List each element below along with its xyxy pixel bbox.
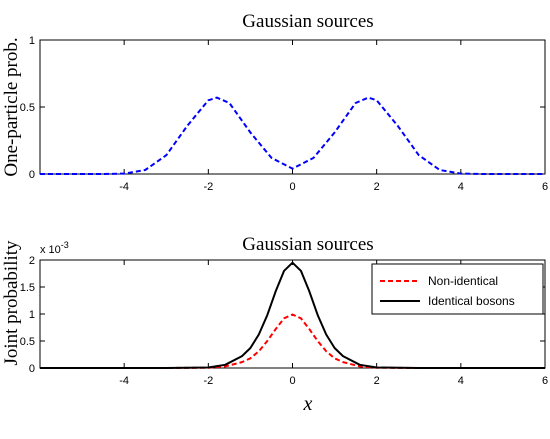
bottom-chart-x-tick-label: 6 — [542, 375, 548, 387]
bottom-chart-panel: Gaussian sources Joint probability x 10-… — [1, 234, 548, 415]
bottom-chart-x-tick-label: 2 — [374, 375, 380, 387]
bottom-chart-ticks: -4 -2 0 2 4 6 0 0.5 1 1.5 2 — [20, 255, 548, 387]
top-chart-y-tick-label: 1 — [29, 35, 35, 47]
bottom-chart-exponent-power: -3 — [61, 240, 69, 250]
bottom-chart-y-tick-label: 1.5 — [20, 282, 35, 294]
top-chart-title: Gaussian sources — [242, 11, 373, 32]
top-chart-x-tick-label: 4 — [458, 181, 464, 193]
bottom-chart-y-tick-label: 0 — [29, 363, 35, 375]
legend-label-non-identical: Non-identical — [428, 274, 498, 288]
top-chart-x-tick-label: -2 — [203, 181, 213, 193]
top-chart-x-tick-label: 6 — [542, 181, 548, 193]
top-chart-series-line-0 — [40, 96, 545, 175]
bottom-chart-title: Gaussian sources — [242, 234, 373, 255]
bottom-chart-exponent-label: x 10-3 — [40, 240, 69, 256]
bottom-chart-x-tick-label: -4 — [119, 375, 129, 387]
top-chart-y-tick-label: 0 — [29, 169, 35, 181]
legend-label-identical-bosons: Identical bosons — [428, 294, 515, 308]
bottom-chart-x-tick-label: 4 — [458, 375, 464, 387]
top-chart-x-tick-label: -4 — [119, 181, 129, 193]
bottom-chart-y-axis-label: Joint probability — [1, 240, 22, 366]
bottom-chart-legend: Non-identical Identical bosons — [371, 263, 544, 315]
top-chart-y-axis-label: One-particle prob. — [1, 37, 22, 176]
top-chart-x-tick-label: 0 — [289, 181, 295, 193]
top-chart-x-tick-label: 2 — [374, 181, 380, 193]
legend-box — [371, 263, 544, 315]
top-chart-series — [40, 96, 545, 175]
bottom-chart-x-tick-label: -2 — [203, 375, 213, 387]
bottom-chart-series-line-1 — [40, 261, 545, 369]
bottom-chart-series-line-0 — [40, 313, 545, 369]
top-chart-y-tick-label: 0.5 — [20, 102, 35, 114]
bottom-chart-y-tick-label: 1 — [29, 309, 35, 321]
bottom-chart-y-tick-label: 0.5 — [20, 336, 35, 348]
bottom-chart-x-axis-label: x — [303, 393, 313, 415]
bottom-chart-x-tick-label: 0 — [289, 375, 295, 387]
top-chart-panel: Gaussian sources One-particle prob. -4 -2… — [1, 11, 548, 193]
bottom-chart-series — [40, 261, 545, 369]
bottom-chart-y-tick-label: 2 — [29, 255, 35, 267]
top-chart-plot-area — [39, 39, 546, 175]
